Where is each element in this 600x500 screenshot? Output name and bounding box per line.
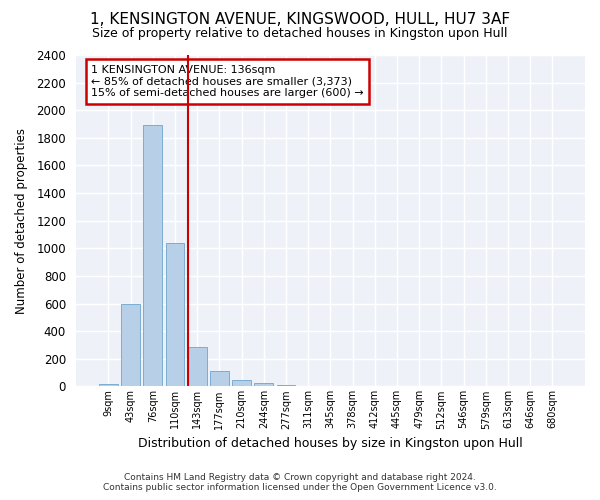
- Bar: [143, 126, 162, 386]
- Text: 1, KENSINGTON AVENUE, KINGSWOOD, HULL, HU7 3AF: 1, KENSINGTON AVENUE, KINGSWOOD, HULL, H…: [90, 12, 510, 28]
- Bar: [254, 384, 273, 386]
- Bar: [121, 304, 140, 386]
- Text: 1 KENSINGTON AVENUE: 136sqm
← 85% of detached houses are smaller (3,373)
15% of : 1 KENSINGTON AVENUE: 136sqm ← 85% of det…: [91, 65, 364, 98]
- Bar: [166, 244, 184, 386]
- X-axis label: Distribution of detached houses by size in Kingston upon Hull: Distribution of detached houses by size …: [138, 437, 523, 450]
- Bar: [188, 347, 206, 387]
- Bar: [277, 384, 295, 386]
- Text: Size of property relative to detached houses in Kingston upon Hull: Size of property relative to detached ho…: [92, 28, 508, 40]
- Text: Contains HM Land Registry data © Crown copyright and database right 2024.
Contai: Contains HM Land Registry data © Crown c…: [103, 473, 497, 492]
- Bar: [210, 370, 229, 386]
- Bar: [99, 384, 118, 386]
- Y-axis label: Number of detached properties: Number of detached properties: [15, 128, 28, 314]
- Bar: [232, 380, 251, 386]
